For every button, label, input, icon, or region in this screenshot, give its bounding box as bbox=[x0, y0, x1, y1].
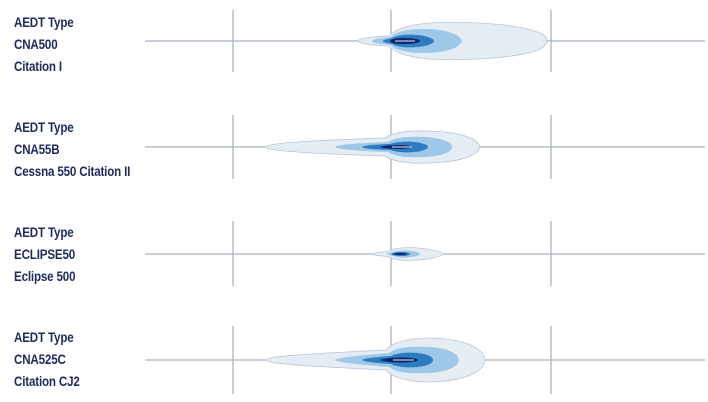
aircraft-row-cna525c: AEDT Type CNA525C Citation CJ2 bbox=[0, 322, 708, 402]
label-line-name: Eclipse 500 bbox=[14, 269, 76, 284]
contour-graphic-cna525c bbox=[145, 326, 705, 394]
label-line-code: CNA55B bbox=[14, 142, 60, 157]
aircraft-label: AEDT Type ECLIPSE50 Eclipse 500 bbox=[14, 222, 76, 288]
label-line-code: CNA500 bbox=[14, 37, 58, 52]
contour-band-core bbox=[393, 253, 407, 255]
contour-graphic-eclipse50 bbox=[145, 221, 705, 286]
label-line-name: Citation CJ2 bbox=[14, 374, 80, 389]
label-line-name: Cessna 550 Citation II bbox=[14, 164, 131, 179]
aircraft-row-cna55b: AEDT Type CNA55B Cessna 550 Citation II bbox=[0, 113, 708, 193]
contour-graphic-cna500 bbox=[145, 10, 705, 72]
label-line-code: CNA525C bbox=[14, 352, 66, 367]
label-line-type: AEDT Type bbox=[14, 15, 74, 30]
label-line-type: AEDT Type bbox=[14, 120, 74, 135]
aircraft-label: AEDT Type CNA55B Cessna 550 Citation II bbox=[14, 117, 130, 183]
label-line-name: Citation I bbox=[14, 59, 62, 74]
aircraft-row-cna500: AEDT Type CNA500 Citation I bbox=[0, 8, 708, 88]
aircraft-label: AEDT Type CNA525C Citation CJ2 bbox=[14, 327, 80, 393]
aircraft-row-eclipse50: AEDT Type ECLIPSE50 Eclipse 500 bbox=[0, 218, 708, 298]
label-line-type: AEDT Type bbox=[14, 330, 74, 345]
contour-graphic-cna55b bbox=[145, 115, 705, 179]
label-line-type: AEDT Type bbox=[14, 225, 74, 240]
label-line-code: ECLIPSE50 bbox=[14, 247, 76, 262]
aircraft-label: AEDT Type CNA500 Citation I bbox=[14, 12, 74, 78]
